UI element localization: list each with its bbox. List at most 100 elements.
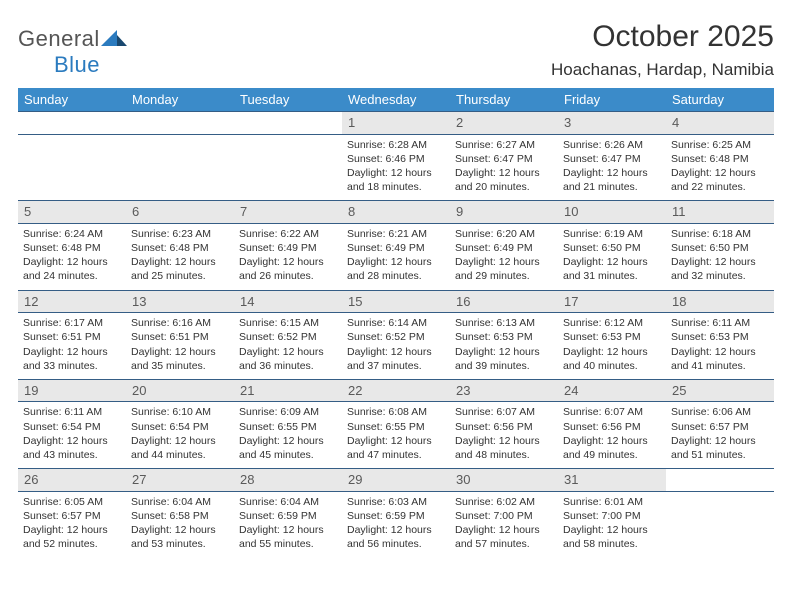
daylight-text: Daylight: 12 hours and 31 minutes.: [563, 255, 661, 283]
sunrise-text: Sunrise: 6:07 AM: [563, 405, 661, 419]
daylight-text: Daylight: 12 hours and 20 minutes.: [455, 166, 553, 194]
sunrise-text: Sunrise: 6:28 AM: [347, 138, 445, 152]
daylight-text: Daylight: 12 hours and 35 minutes.: [131, 345, 229, 373]
day-number-cell: 27: [126, 469, 234, 492]
day-detail-cell: Sunrise: 6:09 AMSunset: 6:55 PMDaylight:…: [234, 402, 342, 469]
day-detail-cell: Sunrise: 6:12 AMSunset: 6:53 PMDaylight:…: [558, 313, 666, 380]
week-number-row: 19202122232425: [18, 379, 774, 402]
week-number-row: 567891011: [18, 201, 774, 224]
sunrise-text: Sunrise: 6:01 AM: [563, 495, 661, 509]
logo-icon: [101, 26, 127, 44]
logo-text: General Blue: [18, 26, 128, 78]
sunset-text: Sunset: 6:52 PM: [239, 330, 337, 344]
header: General Blue October 2025 Hoachanas, Har…: [18, 20, 774, 80]
sunrise-text: Sunrise: 6:19 AM: [563, 227, 661, 241]
day-number-cell: 6: [126, 201, 234, 224]
sunset-text: Sunset: 7:00 PM: [563, 509, 661, 523]
sunset-text: Sunset: 6:49 PM: [239, 241, 337, 255]
day-number-cell: 31: [558, 469, 666, 492]
week-number-row: 262728293031: [18, 469, 774, 492]
day-detail-cell: Sunrise: 6:21 AMSunset: 6:49 PMDaylight:…: [342, 223, 450, 290]
sunset-text: Sunset: 6:51 PM: [23, 330, 121, 344]
sunrise-text: Sunrise: 6:14 AM: [347, 316, 445, 330]
week-number-row: 1234: [18, 112, 774, 135]
day-detail-cell: Sunrise: 6:28 AMSunset: 6:46 PMDaylight:…: [342, 134, 450, 201]
day-number-cell: 8: [342, 201, 450, 224]
daylight-text: Daylight: 12 hours and 39 minutes.: [455, 345, 553, 373]
sunset-text: Sunset: 6:51 PM: [131, 330, 229, 344]
sunset-text: Sunset: 6:55 PM: [347, 420, 445, 434]
day-detail-cell: Sunrise: 6:14 AMSunset: 6:52 PMDaylight:…: [342, 313, 450, 380]
day-detail-cell: Sunrise: 6:04 AMSunset: 6:59 PMDaylight:…: [234, 491, 342, 557]
day-detail-cell: Sunrise: 6:11 AMSunset: 6:53 PMDaylight:…: [666, 313, 774, 380]
daylight-text: Daylight: 12 hours and 32 minutes.: [671, 255, 769, 283]
day-detail-cell: Sunrise: 6:06 AMSunset: 6:57 PMDaylight:…: [666, 402, 774, 469]
day-detail-cell: [126, 134, 234, 201]
sunset-text: Sunset: 6:48 PM: [671, 152, 769, 166]
day-detail-cell: Sunrise: 6:13 AMSunset: 6:53 PMDaylight:…: [450, 313, 558, 380]
sunset-text: Sunset: 6:56 PM: [563, 420, 661, 434]
sunrise-text: Sunrise: 6:18 AM: [671, 227, 769, 241]
sunrise-text: Sunrise: 6:11 AM: [671, 316, 769, 330]
sunrise-text: Sunrise: 6:06 AM: [671, 405, 769, 419]
sunrise-text: Sunrise: 6:09 AM: [239, 405, 337, 419]
daylight-text: Daylight: 12 hours and 43 minutes.: [23, 434, 121, 462]
sunset-text: Sunset: 6:53 PM: [671, 330, 769, 344]
calendar-page: General Blue October 2025 Hoachanas, Har…: [0, 0, 792, 577]
daylight-text: Daylight: 12 hours and 41 minutes.: [671, 345, 769, 373]
day-number-cell: 21: [234, 379, 342, 402]
day-detail-cell: Sunrise: 6:08 AMSunset: 6:55 PMDaylight:…: [342, 402, 450, 469]
day-header: Friday: [558, 88, 666, 112]
sunrise-text: Sunrise: 6:11 AM: [23, 405, 121, 419]
daylight-text: Daylight: 12 hours and 25 minutes.: [131, 255, 229, 283]
day-header: Tuesday: [234, 88, 342, 112]
day-header: Thursday: [450, 88, 558, 112]
day-number-cell: 28: [234, 469, 342, 492]
day-detail-cell: [666, 491, 774, 557]
day-detail-cell: Sunrise: 6:22 AMSunset: 6:49 PMDaylight:…: [234, 223, 342, 290]
day-detail-cell: Sunrise: 6:05 AMSunset: 6:57 PMDaylight:…: [18, 491, 126, 557]
day-detail-cell: Sunrise: 6:20 AMSunset: 6:49 PMDaylight:…: [450, 223, 558, 290]
sunset-text: Sunset: 6:46 PM: [347, 152, 445, 166]
sunset-text: Sunset: 6:55 PM: [239, 420, 337, 434]
day-number-cell: 1: [342, 112, 450, 135]
day-detail-cell: Sunrise: 6:23 AMSunset: 6:48 PMDaylight:…: [126, 223, 234, 290]
calendar-table: Sunday Monday Tuesday Wednesday Thursday…: [18, 88, 774, 557]
daylight-text: Daylight: 12 hours and 58 minutes.: [563, 523, 661, 551]
day-detail-cell: Sunrise: 6:16 AMSunset: 6:51 PMDaylight:…: [126, 313, 234, 380]
week-detail-row: Sunrise: 6:05 AMSunset: 6:57 PM Daylight:…: [18, 491, 774, 557]
day-number-cell: 4: [666, 112, 774, 135]
daylight-text: Daylight: 12 hours and 56 minutes.: [347, 523, 445, 551]
daylight-text: Daylight: 12 hours and 29 minutes.: [455, 255, 553, 283]
sunrise-text: Sunrise: 6:24 AM: [23, 227, 121, 241]
week-detail-row: Sunrise: 6:11 AMSunset: 6:54 PMDaylight:…: [18, 402, 774, 469]
sunrise-text: Sunrise: 6:05 AM: [23, 495, 121, 509]
day-detail-cell: Sunrise: 6:04 AMSunset: 6:58 PMDaylight:…: [126, 491, 234, 557]
day-detail-cell: Sunrise: 6:03 AMSunset: 6:59 PMDaylight:…: [342, 491, 450, 557]
day-number-cell: 24: [558, 379, 666, 402]
sunset-text: Sunset: 6:53 PM: [455, 330, 553, 344]
sunrise-text: Sunrise: 6:08 AM: [347, 405, 445, 419]
sunset-text: Sunset: 6:48 PM: [131, 241, 229, 255]
day-number-cell: 11: [666, 201, 774, 224]
sunrise-text: Sunrise: 6:10 AM: [131, 405, 229, 419]
day-detail-cell: Sunrise: 6:10 AMSunset: 6:54 PMDaylight:…: [126, 402, 234, 469]
day-number-cell: 16: [450, 290, 558, 313]
sunset-text: Sunset: 6:50 PM: [671, 241, 769, 255]
sunset-text: Sunset: 6:59 PM: [347, 509, 445, 523]
day-detail-cell: Sunrise: 6:18 AMSunset: 6:50 PMDaylight:…: [666, 223, 774, 290]
day-number-cell: 22: [342, 379, 450, 402]
sunset-text: Sunset: 6:48 PM: [23, 241, 121, 255]
sunrise-text: Sunrise: 6:26 AM: [563, 138, 661, 152]
day-number-cell: 18: [666, 290, 774, 313]
day-detail-cell: Sunrise: 6:25 AMSunset: 6:48 PMDaylight:…: [666, 134, 774, 201]
sunrise-text: Sunrise: 6:25 AM: [671, 138, 769, 152]
sunset-text: Sunset: 6:57 PM: [23, 509, 121, 523]
title-block: October 2025 Hoachanas, Hardap, Namibia: [551, 20, 774, 80]
sunset-text: Sunset: 6:50 PM: [563, 241, 661, 255]
day-detail-cell: Sunrise: 6:02 AMSunset: 7:00 PMDaylight:…: [450, 491, 558, 557]
sunrise-text: Sunrise: 6:17 AM: [23, 316, 121, 330]
day-number-cell: 25: [666, 379, 774, 402]
day-header: Monday: [126, 88, 234, 112]
day-detail-cell: Sunrise: 6:07 AMSunset: 6:56 PMDaylight:…: [450, 402, 558, 469]
